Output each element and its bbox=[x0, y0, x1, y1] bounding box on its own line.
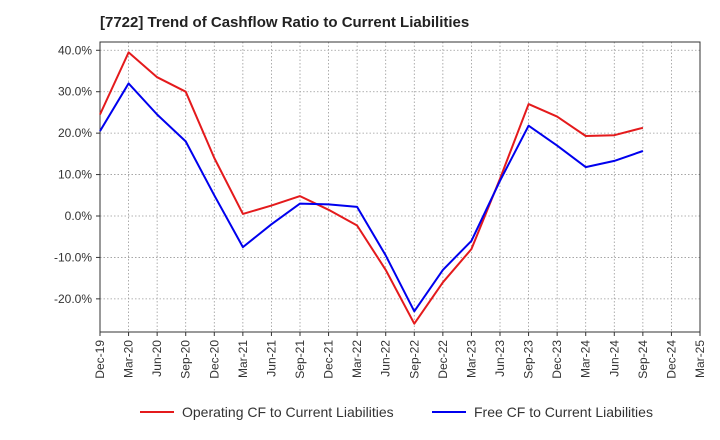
x-tick-label: Sep-22 bbox=[407, 340, 421, 379]
x-tick-label: Jun-21 bbox=[264, 340, 278, 377]
chart-title: [7722] Trend of Cashflow Ratio to Curren… bbox=[100, 14, 470, 31]
x-tick-label: Jun-20 bbox=[150, 340, 164, 377]
legend-label-free-cf: Free CF to Current Liabilities bbox=[474, 404, 653, 420]
x-tick-label: Sep-23 bbox=[522, 340, 536, 379]
series-line-operating-cf bbox=[99, 51, 644, 325]
legend-item-free-cf: Free CF to Current Liabilities bbox=[432, 404, 653, 420]
y-tick-label: 10.0% bbox=[58, 168, 92, 182]
x-tick-label: Sep-21 bbox=[293, 340, 307, 379]
x-tick-label: Mar-25 bbox=[693, 340, 707, 378]
x-tick-label: Jun-24 bbox=[607, 340, 621, 377]
x-tick-label: Sep-24 bbox=[636, 340, 650, 379]
x-tick-label: Dec-22 bbox=[436, 340, 450, 379]
x-tick-label: Dec-20 bbox=[207, 340, 221, 379]
x-tick-label: Jun-22 bbox=[379, 340, 393, 377]
y-tick-label: 30.0% bbox=[58, 85, 92, 99]
x-tick-label: Mar-22 bbox=[350, 340, 364, 378]
y-tick-label: 20.0% bbox=[58, 126, 92, 140]
x-tick-label: Mar-24 bbox=[579, 340, 593, 378]
x-tick-label: Dec-24 bbox=[664, 340, 678, 379]
legend-swatch-free-cf bbox=[432, 411, 466, 413]
y-tick-label: 40.0% bbox=[58, 43, 92, 57]
x-tick-label: Dec-19 bbox=[93, 340, 107, 379]
y-tick-label: 0.0% bbox=[65, 209, 93, 223]
x-tick-label: Mar-20 bbox=[122, 340, 136, 378]
legend-item-operating-cf: Operating CF to Current Liabilities bbox=[140, 404, 394, 420]
series-line-free-cf bbox=[99, 82, 644, 313]
legend-label-operating-cf: Operating CF to Current Liabilities bbox=[182, 404, 394, 420]
y-tick-label: -20.0% bbox=[54, 292, 92, 306]
x-tick-label: Jun-23 bbox=[493, 340, 507, 377]
plot-frame bbox=[99, 41, 701, 333]
x-tick-label: Sep-20 bbox=[179, 340, 193, 379]
x-tick-label: Mar-23 bbox=[464, 340, 478, 378]
x-tick-label: Mar-21 bbox=[236, 340, 250, 378]
x-tick-label: Dec-23 bbox=[550, 340, 564, 379]
y-tick-label: -10.0% bbox=[54, 250, 92, 264]
legend-swatch-operating-cf bbox=[140, 411, 174, 413]
x-tick-label: Dec-21 bbox=[322, 340, 336, 379]
